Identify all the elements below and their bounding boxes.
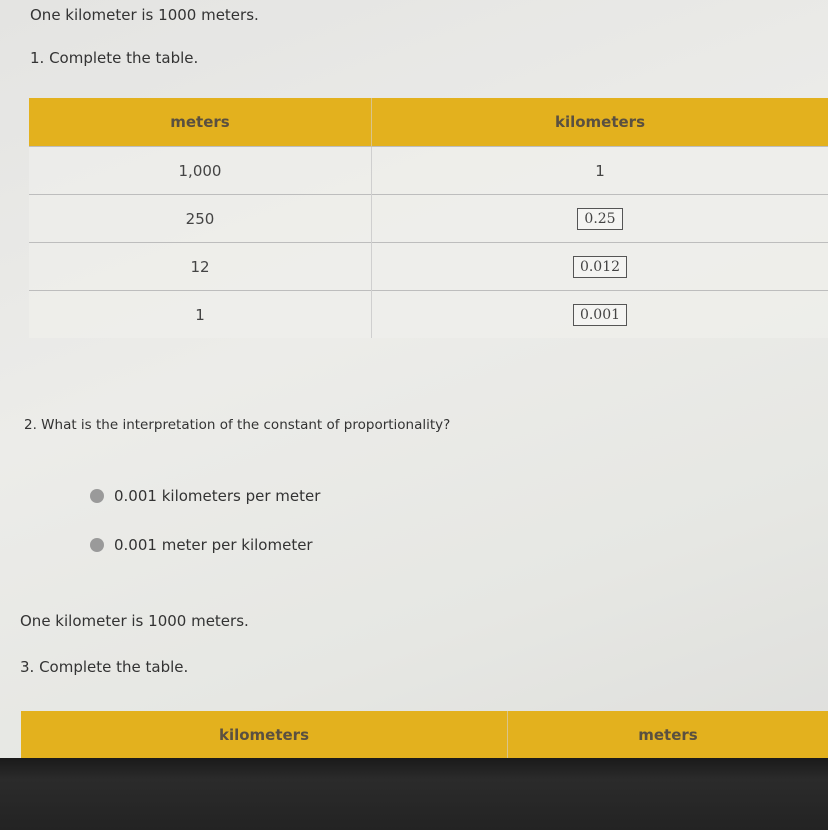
header-meters: meters — [507, 711, 828, 759]
table-km-to-meters: kilometers meters — [21, 711, 828, 759]
cell-kilometers: 1 — [371, 146, 828, 195]
option-km-per-meter[interactable]: 0.001 kilometers per meter — [90, 487, 320, 505]
question-1: 1. Complete the table. — [30, 49, 199, 67]
table-row: 1 0.001 — [29, 290, 828, 338]
question-2: 2. What is the interpretation of the con… — [24, 417, 451, 433]
table-row: 1,000 1 — [29, 146, 828, 195]
option-label: 0.001 kilometers per meter — [114, 487, 321, 505]
table-row: 12 0.012 — [29, 242, 828, 291]
cell-meters: 1,000 — [29, 146, 372, 195]
answer-input[interactable]: 0.001 — [572, 303, 628, 326]
cell-meters: 12 — [29, 242, 372, 291]
answer-input[interactable]: 0.012 — [572, 255, 628, 278]
header-meters: meters — [29, 98, 372, 147]
radio-icon[interactable] — [90, 489, 104, 503]
option-label: 0.001 meter per kilometer — [114, 536, 313, 554]
option-meter-per-km[interactable]: 0.001 meter per kilometer — [90, 536, 313, 554]
header-kilometers: kilometers — [371, 98, 828, 147]
radio-icon[interactable] — [90, 538, 104, 552]
cell-meters: 1 — [29, 290, 372, 338]
cell-meters: 250 — [29, 194, 372, 243]
monitor-bezel — [0, 758, 828, 830]
intro-text-1: One kilometer is 1000 meters. — [30, 6, 259, 24]
table-meters-to-km: meters kilometers 1,000 1 250 0.25 12 0.… — [29, 98, 828, 338]
table-row: 250 0.25 — [29, 194, 828, 243]
question-3: 3. Complete the table. — [20, 658, 189, 676]
answer-input[interactable]: 0.25 — [577, 207, 623, 230]
header-kilometers: kilometers — [21, 711, 508, 759]
intro-text-3: One kilometer is 1000 meters. — [20, 612, 249, 630]
